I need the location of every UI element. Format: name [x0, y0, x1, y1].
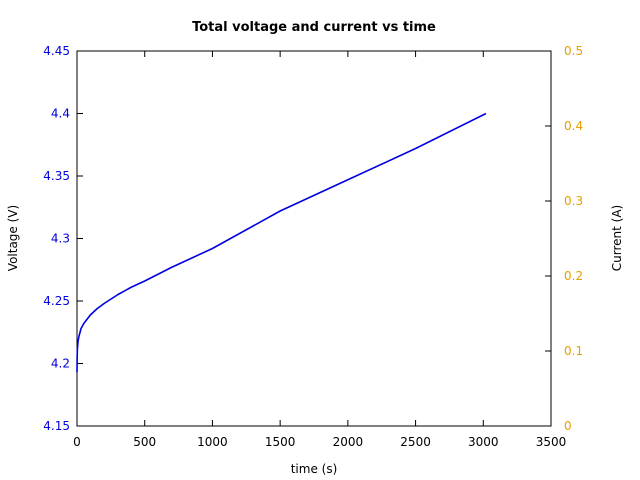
left-y-tick-label: 4.3 — [51, 232, 70, 246]
x-tick-label: 3500 — [536, 435, 567, 449]
left-y-tick-label: 4.15 — [43, 419, 70, 433]
left-y-tick-label: 4.25 — [43, 294, 70, 308]
x-tick-label: 2500 — [400, 435, 431, 449]
left-y-axis-label: Voltage (V) — [6, 205, 20, 271]
left-y-tick-label: 4.45 — [43, 44, 70, 58]
x-axis: 0 500 1000 1500 2000 2500 3000 3500 — [73, 51, 566, 449]
right-y-axis-label: Current (A) — [610, 205, 624, 271]
left-y-tick-label: 4.2 — [51, 357, 70, 371]
plot-area — [76, 50, 552, 427]
left-y-tick-label: 4.35 — [43, 169, 70, 183]
right-y-tick-label: 0.1 — [564, 344, 583, 358]
right-y-tick-label: 0.4 — [564, 119, 583, 133]
x-tick-label: 0 — [73, 435, 81, 449]
x-tick-label: 500 — [133, 435, 156, 449]
x-tick-label: 1000 — [197, 435, 228, 449]
series-group — [76, 112, 487, 373]
right-y-tick-label: 0 — [564, 419, 572, 433]
right-y-tick-label: 0.5 — [564, 44, 583, 58]
x-tick-label: 1500 — [265, 435, 296, 449]
right-y-tick-label: 0.3 — [564, 194, 583, 208]
x-tick-label: 2000 — [333, 435, 364, 449]
chart-title: Total voltage and current vs time — [192, 20, 436, 35]
left-y-axis: 4.15 4.2 4.25 4.3 4.35 4.4 4.45 — [43, 44, 83, 433]
right-y-axis: 0 0.1 0.2 0.3 0.4 0.5 — [545, 44, 583, 433]
voltage-series-line — [76, 112, 487, 373]
left-y-tick-label: 4.4 — [51, 107, 70, 121]
x-tick-label: 3000 — [468, 435, 499, 449]
x-axis-label: time (s) — [291, 462, 338, 476]
right-y-tick-label: 0.2 — [564, 269, 583, 283]
